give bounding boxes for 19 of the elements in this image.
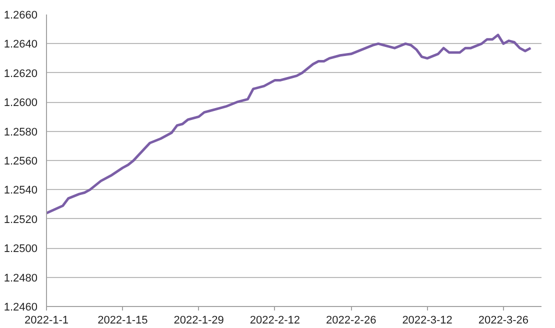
x-tick-label: 2022-2-26: [326, 314, 376, 326]
y-tick-label: 1.2620: [4, 68, 38, 80]
y-tick-label: 1.2600: [4, 97, 38, 110]
y-tick-label: 1.2540: [4, 184, 38, 197]
y-tick-label: 1.2660: [4, 10, 38, 22]
x-tick-label: 2022-1-1: [24, 314, 69, 326]
x-tick-label: 2022-3-26: [478, 314, 529, 326]
y-tick-label: 1.2580: [4, 126, 38, 138]
y-tick-label: 1.2640: [4, 38, 38, 51]
y-tick-label: 1.2480: [4, 272, 38, 284]
x-tick-label: 2022-1-29: [174, 314, 224, 326]
y-tick-label: 1.2460: [4, 302, 38, 314]
x-tick-label: 2022-2-12: [250, 314, 300, 326]
y-tick-label: 1.2520: [4, 214, 38, 226]
line-series: [46, 34, 532, 214]
x-tick-label: 2022-3-12: [402, 314, 452, 326]
y-tick-label: 1.2500: [4, 243, 38, 256]
x-tick-label: 2022-1-15: [98, 314, 148, 326]
y-tick-label: 1.2560: [4, 156, 38, 168]
